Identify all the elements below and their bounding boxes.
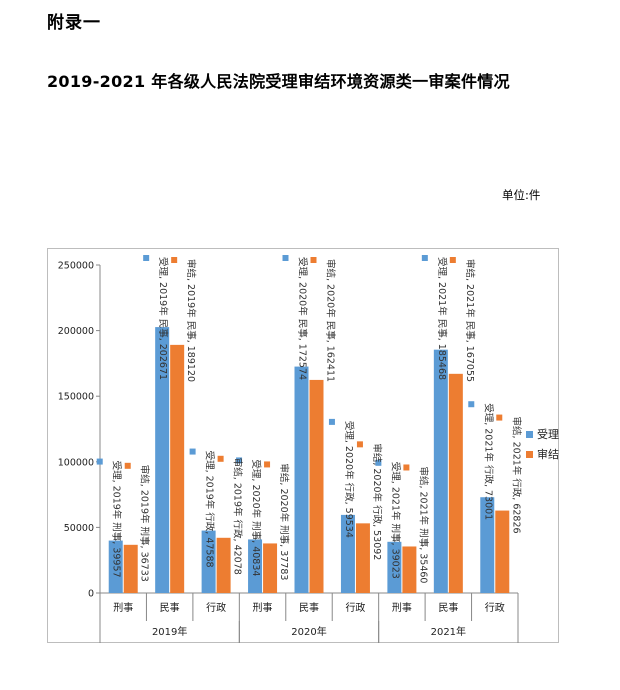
data-label-marker — [356, 441, 363, 448]
y-tick-label: 150000 — [58, 392, 94, 403]
bar-受理 — [248, 539, 263, 593]
bar-审结 — [263, 543, 278, 593]
data-label-marker — [189, 448, 196, 455]
legend-label: 受理 — [537, 428, 559, 441]
data-label: 受理, 2020年 刑事, 40834 — [250, 459, 262, 576]
data-label: 受理, 2019年 行政, 47588 — [204, 451, 216, 568]
data-label: 审结, 2021年 民事, 167055 — [464, 259, 476, 382]
data-label-marker — [217, 455, 224, 462]
data-label: 受理, 2021年 刑事, 39023 — [389, 462, 401, 579]
y-tick-label: 50000 — [64, 523, 94, 534]
data-label: 审结, 2021年 行政, 62826 — [510, 417, 522, 534]
data-label-marker — [468, 401, 475, 408]
data-label-marker — [421, 255, 428, 261]
bar-审结 — [170, 344, 185, 593]
y-tick-label: 200000 — [58, 326, 94, 337]
category-label: 民事 — [160, 601, 180, 614]
category-label: 行政 — [345, 601, 365, 614]
y-tick-label: 100000 — [58, 457, 94, 468]
appendix-label: 附录一 — [47, 13, 101, 33]
bar-审结 — [309, 379, 324, 593]
bar-审结 — [216, 537, 231, 593]
y-tick-label: 250000 — [58, 261, 94, 272]
bar-审结 — [495, 510, 510, 593]
bar-受理 — [387, 541, 402, 593]
bar-受理 — [480, 497, 495, 593]
category-label: 民事 — [299, 601, 319, 614]
bar-受理 — [294, 366, 309, 593]
data-label: 受理, 2019年 民事, 202671 — [157, 257, 169, 380]
data-label-marker — [143, 255, 150, 261]
data-label-marker — [496, 414, 503, 421]
document-title: 2019-2021 年各级人民法院受理审结环境资源类一审案件情况 — [47, 72, 510, 91]
data-label-marker — [236, 457, 243, 464]
data-label-marker — [403, 464, 410, 471]
category-label: 刑事 — [392, 601, 412, 614]
category-label: 行政 — [485, 601, 505, 614]
year-group-label: 2019年 — [152, 625, 187, 638]
bar-受理 — [433, 349, 448, 593]
bar-受理 — [155, 327, 170, 593]
bar-审结 — [123, 544, 138, 593]
category-label: 刑事 — [253, 601, 273, 614]
data-label: 受理, 2020年 行政, 59534 — [343, 421, 355, 538]
bar-审结 — [448, 373, 463, 593]
data-label-marker — [171, 257, 178, 263]
year-group-label: 2021年 — [431, 625, 466, 638]
bar-chart: 0 50000 100000 150000 200000 250000 刑事 民事 行政 刑事 民事… — [58, 255, 559, 643]
data-label-marker — [310, 257, 317, 263]
data-label: 审结, 2020年 行政, 53092 — [371, 443, 383, 560]
legend-label: 审结 — [537, 447, 559, 461]
data-label-marker — [375, 459, 382, 466]
bar-受理 — [108, 540, 123, 593]
data-label: 审结, 2021年 刑事, 35460 — [417, 466, 429, 583]
data-label: 审结, 2019年 刑事, 36733 — [139, 465, 151, 582]
data-label: 审结, 2019年 民事, 189120 — [185, 259, 197, 382]
unit-label: 单位:件 — [502, 188, 541, 202]
category-label: 行政 — [206, 601, 226, 614]
data-label-marker — [282, 255, 289, 261]
data-label: 受理, 2019年 刑事, 39957 — [111, 461, 123, 578]
bar-受理 — [201, 530, 216, 593]
category-label: 刑事 — [113, 601, 133, 614]
data-label-marker — [449, 257, 456, 263]
data-label-marker — [328, 418, 335, 425]
data-label-marker — [264, 461, 271, 468]
y-tick-label: 0 — [88, 589, 94, 600]
data-label: 审结, 2020年 民事, 162411 — [325, 259, 337, 382]
data-label: 受理, 2020年 民事, 172574 — [297, 257, 309, 380]
bar-审结 — [355, 523, 370, 593]
data-label-marker — [96, 458, 103, 465]
legend-swatch — [526, 431, 533, 438]
data-label: 审结, 2019年 行政, 42078 — [232, 458, 244, 575]
data-label: 审结, 2020年 刑事, 37783 — [278, 463, 290, 580]
data-label: 受理, 2021年 民事, 185468 — [436, 257, 448, 380]
data-label: 受理, 2021年 行政, 73001 — [482, 403, 494, 520]
bar-审结 — [402, 546, 417, 593]
year-group-label: 2020年 — [291, 625, 326, 638]
legend-swatch — [526, 451, 533, 458]
bar-受理 — [340, 514, 355, 593]
data-label-marker — [124, 462, 131, 469]
chart-frame: 0 50000 100000 150000 200000 250000 刑事 民事 行政 刑事 民事… — [47, 248, 559, 643]
category-label: 民事 — [438, 601, 458, 614]
